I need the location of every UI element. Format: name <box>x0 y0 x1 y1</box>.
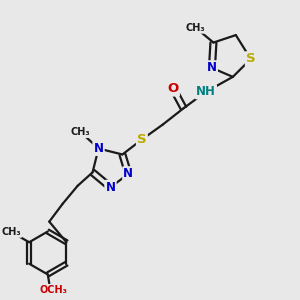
Text: CH₃: CH₃ <box>71 127 90 137</box>
Text: CH₃: CH₃ <box>2 227 21 237</box>
Text: OCH₃: OCH₃ <box>40 285 68 295</box>
Text: N: N <box>207 61 217 74</box>
Text: CH₃: CH₃ <box>71 127 90 137</box>
Text: NH: NH <box>196 85 216 98</box>
Text: N: N <box>106 181 116 194</box>
Text: N: N <box>123 167 134 180</box>
Text: NH: NH <box>196 85 216 98</box>
Text: N: N <box>106 181 116 194</box>
Text: S: S <box>137 133 147 146</box>
Text: N: N <box>94 142 103 155</box>
Text: O: O <box>167 82 179 95</box>
Text: OCH₃: OCH₃ <box>40 285 68 295</box>
Text: N: N <box>94 142 103 155</box>
Text: CH₃: CH₃ <box>186 22 205 33</box>
Text: N: N <box>207 61 217 74</box>
Text: S: S <box>137 133 147 146</box>
Text: O: O <box>167 82 179 95</box>
Text: CH₃: CH₃ <box>186 22 205 33</box>
Text: S: S <box>246 52 256 65</box>
Text: S: S <box>246 52 256 65</box>
Text: CH₃: CH₃ <box>2 227 21 237</box>
Text: N: N <box>123 167 134 180</box>
